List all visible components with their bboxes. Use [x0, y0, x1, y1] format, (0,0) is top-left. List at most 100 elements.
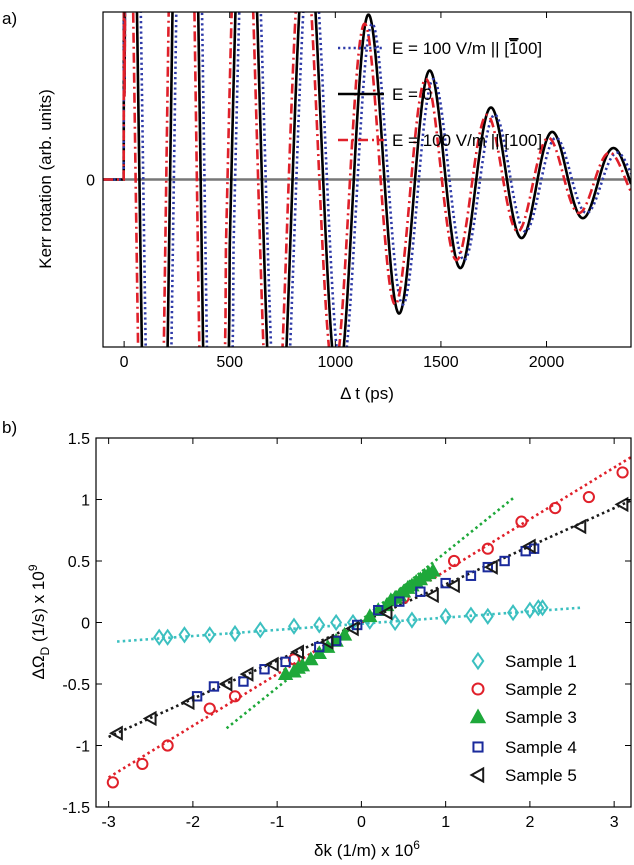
- panel-a-legend: E = 100 V/m || [100] E = 0 E = 100 V/m || …: [338, 39, 542, 150]
- panel-b-data-point: [440, 577, 451, 589]
- panel-b-data-point: [330, 613, 343, 632]
- panel-b-data-point: [389, 613, 402, 632]
- panel-a-x-tick-label: 500: [216, 354, 243, 371]
- panel-a-series-line: [103, 12, 631, 347]
- panel-b-data-point: [483, 559, 498, 575]
- panel-a-x-tick-label: 1500: [423, 354, 459, 371]
- panel-b-data-point: [465, 570, 477, 581]
- panel-b-data-point: [614, 496, 629, 513]
- panel-b-data-point: [314, 641, 325, 653]
- panel-b-data-point: [264, 656, 279, 673]
- panel-b-data-point: [515, 515, 528, 528]
- panel-b-y-axis-label-exponent: 9: [26, 564, 40, 571]
- panel-b-data-point: [499, 555, 510, 567]
- panel-b-y-tick-label: 0.5: [68, 554, 90, 571]
- panel-b-legend-label: Sample 4: [505, 738, 577, 757]
- panel-b-data-point: [482, 561, 493, 573]
- panel-b-legend-label: Sample 3: [505, 708, 577, 727]
- panel-b-y-axis-label: ΔΩD (1/s) x 109: [26, 564, 52, 679]
- panel-a-y-axis-label: Kerr rotation (arb. units): [36, 89, 55, 269]
- panel-b-y-tick-label: -0.5: [62, 677, 90, 694]
- panel-b-data-point: [344, 620, 359, 637]
- panel-b-y-axis-label-tail: (1/s) x 10: [29, 571, 48, 647]
- panel-b-data-point: [447, 554, 461, 568]
- panel-a-y-tick-label: 0: [86, 173, 95, 190]
- panel-b-legend-marker: [471, 651, 485, 671]
- panel-b-data-point: [507, 604, 520, 622]
- panel-b-y-axis-label-subscript: D: [38, 646, 52, 655]
- panel-b-x-axis-label-main: δk (1/m) x 10: [314, 841, 413, 860]
- panel-b-data-point: [373, 605, 384, 616]
- panel-b-x-tick-label: -3: [102, 814, 116, 831]
- panel-b-data-point: [521, 538, 536, 554]
- panel-b-data-point: [425, 562, 441, 577]
- panel-b-data-point: [106, 776, 119, 789]
- panel-b-data-point: [228, 690, 242, 703]
- panel-b-data-point: [259, 664, 270, 675]
- panel-b-data-point: [481, 607, 494, 626]
- panel-a-label: a): [2, 9, 17, 28]
- panel-b-data-point: [481, 542, 494, 555]
- panel-b-data-point: [254, 621, 267, 639]
- panel-b-data-point: [464, 606, 477, 624]
- panel-b-x-tick-label: 3: [610, 814, 619, 831]
- panel-b-data-point: [161, 739, 174, 752]
- panel-b-legend-marker: [469, 708, 487, 724]
- panel-b-data-point: [378, 604, 393, 621]
- panel-b-data-point: [572, 518, 587, 535]
- panel-a-x-axis-label: Δ t (ps): [340, 384, 394, 403]
- panel-b-x-tick-label: -2: [186, 814, 200, 831]
- panel-a-legend-label: E = 100 V/m || [100]: [392, 39, 542, 58]
- panel-a-legend-label: E = 0: [392, 85, 432, 104]
- panel-a-x-tick-label: 2000: [529, 354, 565, 371]
- panel-b-data-point: [161, 628, 174, 646]
- panel-b-data-point: [532, 599, 545, 617]
- panel-b-data-point: [238, 676, 249, 687]
- panel-b-legend-label: Sample 1: [505, 652, 577, 671]
- panel-b-legend-marker: [471, 682, 485, 696]
- panel-b-data-point: [180, 694, 195, 711]
- panel-b-legend-marker: [472, 741, 484, 753]
- panel-b-data-point: [439, 607, 452, 626]
- panel-a-legend-label: E = 100 V/m || [100]: [392, 131, 542, 150]
- panel-b-data-point: [109, 725, 123, 741]
- panel-b-data-point: [287, 617, 301, 635]
- panel-b-data-point: [394, 596, 405, 607]
- panel-b-data-point: [203, 702, 216, 715]
- panel-b-x-tick-label: 2: [525, 814, 534, 831]
- panel-b-legend-marker: [469, 766, 485, 784]
- panel-b-x-tick-label: 0: [357, 814, 366, 831]
- panel-b-data-point: [136, 757, 149, 771]
- panel-b-data-point: [549, 502, 562, 515]
- panel-b-data-point: [415, 586, 426, 597]
- panel-b-y-tick-label: 0: [81, 616, 90, 633]
- panel-b-data-point: [336, 626, 353, 641]
- panel-a-plot-frame: [102, 11, 632, 348]
- panel-b-data-point: [153, 628, 166, 646]
- panel-b-data-point: [424, 587, 439, 604]
- panel-a-series-line: [103, 12, 631, 347]
- panel-b-data-point: [239, 666, 254, 682]
- panel-b-data-point: [582, 490, 595, 504]
- panel-b-data-point: [218, 676, 233, 692]
- panel-b-y-tick-label: 1.5: [68, 431, 90, 448]
- panel-b-data-point: [313, 616, 326, 634]
- panel-b-data-point: [536, 599, 549, 617]
- panel-b-x-axis-label-exponent: 6: [413, 838, 420, 852]
- panel-b-data-point: [203, 626, 216, 644]
- panel-b-y-axis-label-main: ΔΩ: [29, 655, 48, 679]
- panel-a: a) 0 500 1000 1500 2000 0 Δ t (ps) Kerr rotat…: [2, 9, 632, 403]
- panel-b-y-tick-label: -1: [76, 739, 90, 756]
- panel-b-legend-label: Sample 5: [505, 766, 577, 785]
- panel-a-x-tick-label: 0: [120, 354, 129, 371]
- panel-b-data-point: [228, 624, 242, 643]
- panel-b-data-point: [280, 656, 291, 668]
- panel-b-x-tick-label: -1: [270, 814, 284, 831]
- panel-b-data-point: [290, 644, 305, 660]
- panel-b: b) -3 -2 -1 0 1 2 3 -1.5 -1 -0.5 0 0.5 1 1.5 δk (1/m)…: [2, 418, 632, 860]
- panel-b-legend-label: Sample 2: [505, 680, 577, 699]
- panel-b-x-axis-label: δk (1/m) x 106: [314, 838, 420, 860]
- panel-b-data-point: [208, 681, 220, 692]
- panel-b-data-point: [142, 710, 157, 727]
